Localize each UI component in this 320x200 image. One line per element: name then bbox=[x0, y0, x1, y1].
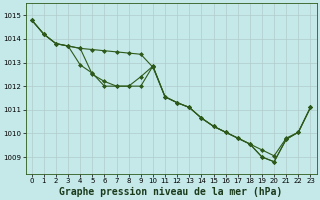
X-axis label: Graphe pression niveau de la mer (hPa): Graphe pression niveau de la mer (hPa) bbox=[60, 186, 283, 197]
